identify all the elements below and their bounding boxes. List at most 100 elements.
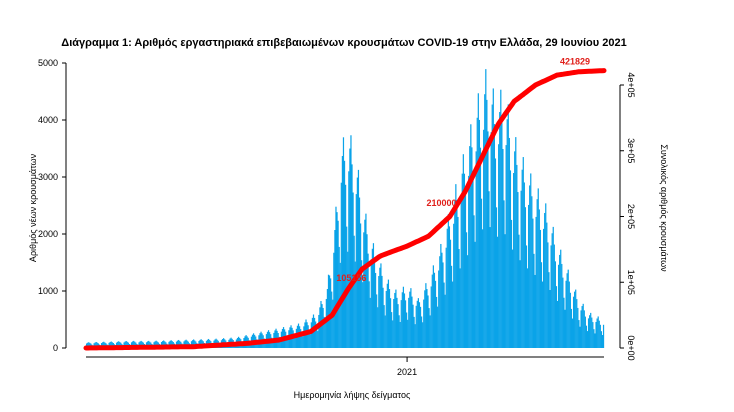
- daily-bar: [87, 342, 89, 348]
- daily-bar: [384, 315, 386, 348]
- daily-bar: [454, 201, 456, 348]
- daily-bar: [385, 291, 387, 348]
- daily-bar: [493, 124, 495, 348]
- daily-bar: [579, 326, 581, 348]
- daily-bar: [392, 320, 394, 348]
- daily-bar: [513, 173, 515, 348]
- daily-bar: [602, 324, 605, 348]
- y2-tick-label: 3e+05: [626, 138, 636, 163]
- daily-bar: [456, 200, 458, 348]
- daily-bar: [380, 263, 382, 348]
- daily-bar: [481, 229, 484, 348]
- daily-bar: [341, 156, 344, 348]
- daily-bar: [412, 304, 414, 348]
- daily-bar: [424, 290, 426, 348]
- daily-bar: [469, 146, 471, 348]
- daily-bar: [452, 281, 454, 348]
- y2-tick-label: 1e+05: [626, 270, 636, 295]
- daily-bar: [410, 288, 412, 348]
- daily-bar: [317, 331, 319, 348]
- daily-bar: [387, 279, 390, 348]
- daily-bar: [300, 329, 302, 348]
- daily-bar: [388, 289, 391, 348]
- daily-bar: [503, 200, 505, 348]
- daily-bar: [335, 206, 337, 348]
- y2-axis-label: Συνολικός αριθμός κρουσμάτων: [659, 144, 669, 272]
- daily-bar: [587, 318, 590, 348]
- daily-bar: [471, 147, 473, 348]
- y-tick-label: 4000: [38, 115, 58, 125]
- daily-bar: [345, 184, 347, 348]
- daily-bar: [576, 299, 578, 348]
- daily-bar: [480, 198, 483, 348]
- daily-bar: [148, 340, 150, 349]
- daily-bar: [301, 333, 303, 348]
- daily-bar: [541, 281, 544, 348]
- daily-bar: [302, 336, 304, 348]
- daily-bar: [474, 241, 476, 348]
- y-tick-label: 1000: [38, 286, 58, 296]
- daily-bar: [491, 104, 493, 348]
- daily-bar: [191, 340, 194, 348]
- daily-bar: [407, 319, 409, 348]
- axes-group: 0 1000 2000 3000 4000 5000 0e+00 1e+05 2e+05 3e+0…: [38, 58, 636, 377]
- daily-bar: [272, 339, 274, 348]
- daily-bar: [478, 119, 480, 349]
- daily-bar: [382, 287, 384, 348]
- daily-bar: [520, 190, 522, 348]
- daily-bar: [473, 215, 475, 348]
- daily-bar: [572, 296, 575, 348]
- daily-bar: [327, 274, 330, 348]
- daily-bar: [591, 317, 593, 348]
- daily-bar: [303, 326, 305, 348]
- daily-bar: [590, 312, 592, 348]
- daily-bar: [336, 212, 338, 348]
- y2-tick-label: 4e+05: [626, 72, 636, 97]
- daily-bar: [119, 342, 121, 348]
- daily-bar: [423, 299, 425, 348]
- daily-bar: [516, 164, 518, 348]
- daily-bar: [574, 291, 576, 348]
- daily-bar: [334, 230, 336, 348]
- daily-bar: [395, 289, 397, 348]
- daily-bar: [514, 151, 516, 348]
- daily-bar: [525, 245, 528, 348]
- daily-bar: [549, 290, 551, 348]
- daily-bar: [126, 341, 128, 348]
- daily-bar: [534, 274, 536, 348]
- daily-bar: [508, 137, 510, 348]
- annotations-group: 421829 210000 105156: [336, 57, 590, 283]
- daily-bar: [599, 324, 601, 348]
- daily-bar: [490, 132, 492, 348]
- daily-bar: [133, 340, 135, 349]
- daily-bar: [495, 207, 498, 348]
- daily-bar: [502, 149, 504, 348]
- daily-bar: [511, 249, 514, 348]
- daily-bar: [364, 219, 366, 348]
- daily-bar: [313, 317, 316, 348]
- daily-bar: [309, 334, 311, 348]
- daily-bar: [322, 307, 324, 348]
- daily-bar: [386, 283, 388, 348]
- daily-bar: [444, 294, 446, 348]
- daily-bar: [532, 218, 534, 348]
- daily-bar: [594, 333, 596, 348]
- daily-bar: [528, 204, 530, 348]
- daily-bar: [578, 320, 580, 348]
- daily-bar: [365, 213, 367, 348]
- daily-bar: [363, 232, 365, 348]
- daily-bar: [455, 184, 457, 349]
- daily-bar: [457, 216, 459, 348]
- daily-bar: [550, 245, 552, 348]
- daily-bar: [118, 341, 120, 348]
- daily-bar: [565, 280, 567, 348]
- daily-bar: [264, 340, 266, 348]
- daily-bar: [592, 322, 594, 348]
- daily-bar: [298, 326, 301, 348]
- daily-bar: [356, 177, 358, 348]
- daily-bar: [318, 314, 320, 348]
- daily-bar: [462, 154, 464, 348]
- daily-bar: [595, 321, 597, 348]
- daily-bar: [427, 295, 429, 348]
